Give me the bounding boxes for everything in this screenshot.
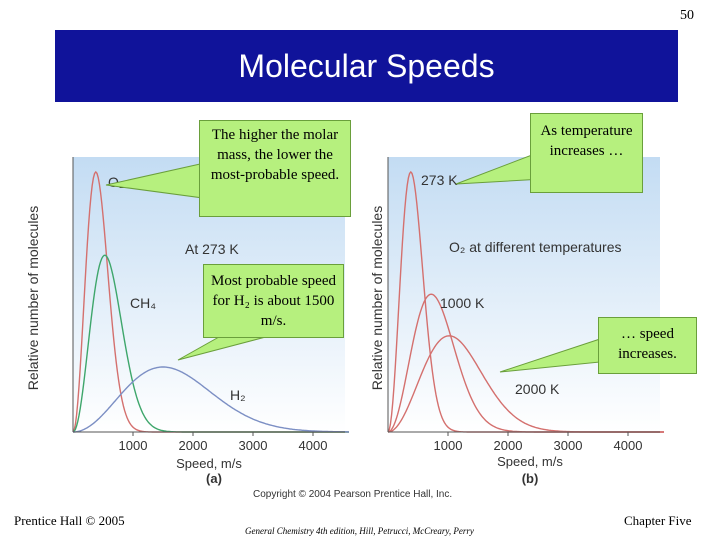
- annotation-a: At 273 K: [185, 241, 239, 257]
- tick-label-b-2: 3000: [554, 438, 583, 453]
- tick-label-a-2: 3000: [239, 438, 268, 453]
- tick-label-a-0: 1000: [119, 438, 148, 453]
- annotation-b: O₂ at different temperatures: [449, 239, 621, 255]
- footer-publisher: Prentice Hall © 2005: [14, 513, 125, 528]
- callout-temperature: As temperature increases …: [530, 113, 643, 193]
- series-label-2000k: 2000 K: [515, 381, 560, 397]
- series-label-h2: H₂: [230, 387, 246, 403]
- callout-h2-speed: Most probable speed for H₂ is about 1500…: [203, 264, 344, 338]
- title-banner: Molecular Speeds: [55, 30, 678, 102]
- x-axis-label-a: Speed, m/s: [176, 456, 242, 471]
- tick-label-b-0: 1000: [434, 438, 463, 453]
- series-label-273k: 273 K: [421, 172, 458, 188]
- curve-a-2: [73, 366, 349, 433]
- tick-label-b-3: 4000: [614, 438, 643, 453]
- series-label-1000k: 1000 K: [440, 295, 485, 311]
- y-axis-label-b: Relative number of molecules: [369, 206, 385, 390]
- x-ticks-panel-a: 1000 2000 3000 4000: [119, 432, 328, 453]
- tick-label-a-1: 2000: [179, 438, 208, 453]
- copyright-notice: Copyright © 2004 Pearson Prentice Hall, …: [253, 489, 453, 500]
- callout-speed: … speed increases.: [598, 317, 697, 374]
- tick-label-a-3: 4000: [299, 438, 328, 453]
- footer-chapter: Chapter Five: [624, 513, 692, 528]
- page-number: 50: [680, 8, 694, 23]
- callout-molar-mass: The higher the molar mass, the lower the…: [199, 120, 351, 217]
- panel-label-a: (a): [206, 471, 222, 486]
- chart-panel-b: 1000 2000 3000 4000 273 K 1000 K 2000 K O₂ …: [369, 157, 664, 486]
- tick-label-b-1: 2000: [494, 438, 523, 453]
- series-label-ch4: CH₄: [130, 295, 156, 311]
- x-axis-label-b: Speed, m/s: [497, 454, 563, 469]
- footer-book-reference: General Chemistry 4th edition, Hill, Pet…: [245, 526, 474, 536]
- x-ticks-panel-b: 1000 2000 3000 4000: [434, 432, 643, 453]
- panel-label-b: (b): [522, 471, 539, 486]
- y-axis-label-a: Relative number of molecules: [25, 206, 41, 390]
- page-title: Molecular Speeds: [238, 47, 495, 84]
